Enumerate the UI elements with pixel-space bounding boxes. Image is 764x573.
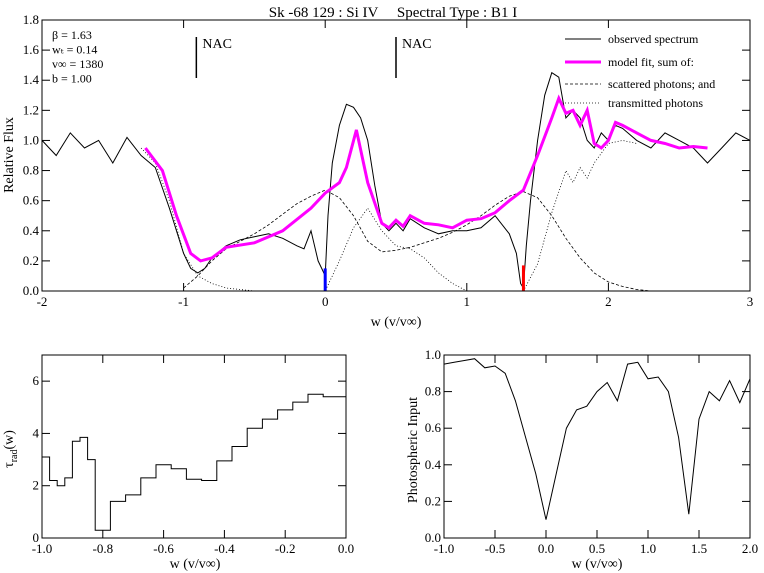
br-ytick-label: 1.0 [425, 347, 441, 362]
series-scattered-photons-and [183, 189, 665, 292]
br-xtick-label: -1.0 [434, 541, 455, 556]
tau-panel: -1.0 -0.8 -0.6 -0.4 -0.2 0.0 0 2 4 6 τrad(w) w (v… [2, 354, 354, 572]
top-xtick-label: -2 [37, 294, 48, 309]
top-ytick-label: 0.8 [23, 163, 39, 178]
bl-ylabel-main: τ [2, 462, 17, 468]
bl-ylabel-tail: (w) [2, 430, 17, 450]
br-ytick-label: 0.6 [425, 420, 442, 435]
bl-ylabel-sub: rad [9, 450, 20, 463]
top-ytick-label: 1.4 [23, 72, 40, 87]
legend: observed spectrum model fit, sum of: scatt… [565, 32, 715, 110]
top-xtick-label: -1 [178, 294, 189, 309]
br-plot-frame [443, 354, 751, 539]
photospheric-panel: -1.0 -0.5 0.0 0.5 1.0 1.5 2.0 0.0 0.2 0.4 0.6 0.8 1.… [406, 347, 758, 572]
spectrum-plot-area: -2 -1 0 1 2 3 0.0 0.2 0.4 0.6 0.8 1.0 1.2 1.4 1.6 1.8 NA… [23, 12, 754, 309]
top-title: Sk -68 129 : Si IV Spectral Type : B1 I [269, 5, 517, 21]
bl-xtick-label: -0.2 [275, 541, 296, 556]
bl-ytick-label: 2 [33, 478, 40, 493]
fit-parameter: wₜ = 0.14 [52, 43, 97, 57]
br-xtick-label: -0.5 [485, 541, 506, 556]
top-plot-frame [41, 19, 751, 292]
legend-label: transmitted photons [608, 96, 703, 110]
legend-label: observed spectrum [608, 32, 699, 46]
bl-xtick-label: -0.4 [214, 541, 235, 556]
bl-ytick-label: 6 [33, 373, 40, 388]
top-ytick-label: 0.2 [23, 253, 39, 268]
top-ytick-label: 0.0 [23, 283, 39, 298]
tau-plot-area: -1.0 -0.8 -0.6 -0.4 -0.2 0.0 0 2 4 6 [32, 355, 354, 556]
bl-xtick-label: -0.8 [93, 541, 114, 556]
br-xtick-label: 0.5 [589, 541, 605, 556]
br-ylabel: Photospheric Input [406, 397, 421, 503]
br-ytick-label: 0.2 [425, 493, 441, 508]
nac-label: NAC [402, 37, 432, 52]
top-ytick-label: 1.6 [23, 42, 40, 57]
legend-label: model fit, sum of: [608, 55, 694, 69]
legend-label: scattered photons; and [608, 77, 715, 91]
top-xtick-label: 0 [322, 294, 329, 309]
bl-xlabel: w (v/v∞) [170, 557, 221, 572]
fit-parameter: v∞ = 1380 [52, 57, 103, 71]
top-ylabel: Relative Flux [2, 117, 17, 193]
br-ytick-label: 0.4 [425, 457, 442, 472]
bl-xtick-label: 0.0 [338, 541, 354, 556]
bl-xtick-label: -1.0 [32, 541, 53, 556]
series-model-fit-sum-of [144, 94, 708, 263]
bl-ytick-label: 4 [33, 425, 40, 440]
br-ytick-label: 0.8 [425, 384, 441, 399]
top-xtick-label: 3 [747, 294, 754, 309]
bl-ytick-label: 0 [33, 530, 40, 545]
br-ytick-label: 0.0 [425, 530, 441, 545]
top-ytick-label: 1.2 [23, 102, 39, 117]
bl-xtick-label: -0.6 [153, 541, 174, 556]
bl-plot-frame [41, 354, 347, 539]
top-ytick-label: 0.6 [23, 193, 40, 208]
top-xtick-label: 2 [605, 294, 612, 309]
br-xtick-label: 1.5 [691, 541, 707, 556]
nac-label: NAC [202, 37, 232, 52]
bl-ylabel: τrad(w) [2, 430, 20, 468]
fit-parameter: b = 1.00 [52, 72, 92, 86]
series-observed-spectrum [41, 71, 751, 290]
br-xtick-label: 0.0 [538, 541, 554, 556]
top-ytick-label: 1.0 [23, 132, 39, 147]
br-xtick-label: 1.0 [640, 541, 656, 556]
spectrum-panel: Sk -68 129 : Si IV Spectral Type : B1 I … [2, 5, 753, 330]
top-ytick-label: 1.8 [23, 12, 39, 27]
series-transmitted-photons [140, 139, 637, 292]
br-xtick-label: 2.0 [742, 541, 758, 556]
top-xlabel: w (v/v∞) [371, 315, 422, 330]
fit-parameter: β = 1.63 [52, 28, 92, 42]
series-photospheric-input [443, 358, 751, 520]
series-tau-rad [42, 393, 346, 531]
br-xlabel: w (v/v∞) [572, 557, 623, 572]
top-ytick-label: 0.4 [23, 223, 40, 238]
top-xtick-label: 1 [464, 294, 471, 309]
